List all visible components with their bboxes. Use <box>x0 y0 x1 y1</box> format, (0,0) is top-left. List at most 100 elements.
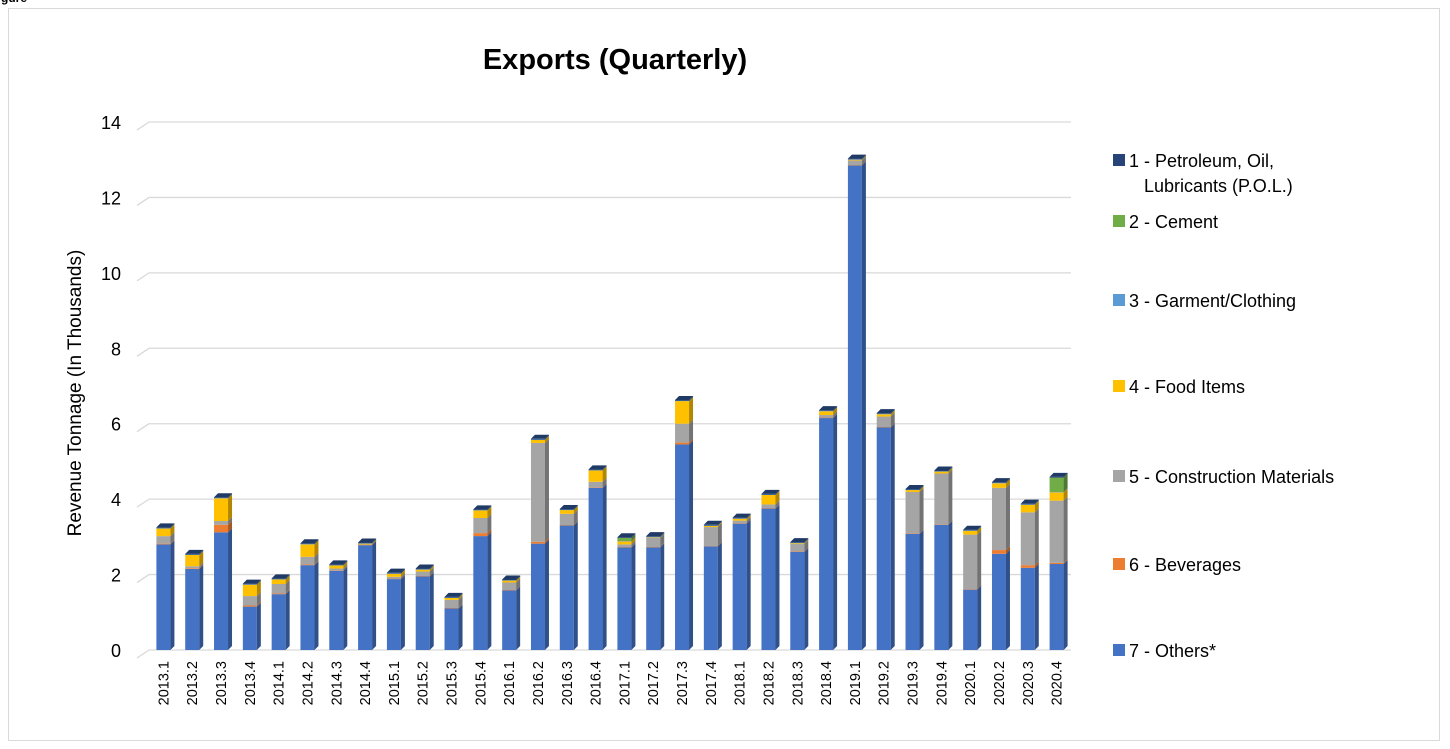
bar-stack <box>1049 472 1068 650</box>
bar-segment <box>905 491 920 534</box>
bar-stack <box>444 592 463 650</box>
legend-item: 4 - Food Items <box>1113 377 1245 397</box>
bar-top <box>358 538 377 543</box>
bar-segment <box>732 523 747 524</box>
legend-item: 7 - Others* <box>1113 641 1216 661</box>
bar-segment <box>761 504 776 509</box>
bar-segment <box>386 578 401 580</box>
bar-segment <box>473 536 488 650</box>
bar-segment <box>530 543 545 650</box>
bar-segment <box>963 589 978 590</box>
bar-segment <box>963 534 978 590</box>
bar-stack <box>934 466 953 650</box>
bar-stack <box>1020 499 1039 650</box>
bar-segment-side <box>775 489 780 495</box>
bar-segment-side <box>573 506 578 514</box>
bar-segment <box>415 575 430 577</box>
x-tick-label: 2015.3 <box>445 661 461 705</box>
bar-segment-side <box>314 560 319 566</box>
bar-segment <box>358 543 373 544</box>
bar-segment <box>473 518 488 534</box>
gridline-depth <box>136 649 150 659</box>
bar-segment-side <box>861 155 866 161</box>
bar-segment <box>386 572 401 574</box>
bar-segment-side <box>199 550 204 567</box>
bar-segment <box>819 410 834 411</box>
bar-segment <box>790 542 805 544</box>
bar-top <box>646 532 665 537</box>
bar-stack <box>703 520 722 650</box>
bar-segment-side <box>631 533 636 542</box>
bar-segment-side <box>689 397 694 424</box>
bar-segment <box>530 442 545 542</box>
bar-segment <box>963 589 978 650</box>
bar-segment <box>819 415 834 418</box>
bar-segment-side <box>285 589 290 595</box>
bar-segment-side <box>372 541 377 650</box>
y-tick-label: 12 <box>101 188 121 208</box>
bar-segment <box>502 579 517 581</box>
bar-segment-side <box>343 561 348 569</box>
bar-segment-side <box>285 574 290 580</box>
bar-segment <box>847 164 862 166</box>
bar-segment-side <box>544 438 549 542</box>
bar-segment <box>386 573 401 577</box>
bar-stack <box>876 409 895 650</box>
bar-segment <box>991 483 1006 488</box>
x-tick-label: 2015.2 <box>416 661 432 705</box>
x-tick-label: 2013.2 <box>185 661 201 705</box>
bar-segment-side <box>1063 473 1068 492</box>
bar-segment <box>761 493 776 495</box>
bar-stack <box>991 478 1010 650</box>
bar-segment-side <box>689 395 694 401</box>
bar-segment <box>1020 504 1035 505</box>
bar-segment-side <box>833 411 838 418</box>
bar-segment-side <box>458 593 463 600</box>
bar-segment-side <box>170 523 175 529</box>
bar-segment <box>156 544 171 650</box>
bar-segment <box>732 520 747 524</box>
bar-segment <box>675 400 690 402</box>
bar-segment <box>502 589 517 591</box>
bar-segment <box>934 524 949 650</box>
bar-segment <box>934 473 949 525</box>
y-axis-label: Revenue Tonnage (In Thousands) <box>65 250 86 537</box>
bar-segment <box>415 568 430 570</box>
bar-segment-side <box>717 523 722 546</box>
bar-top <box>934 466 953 471</box>
bar-segment <box>761 494 776 495</box>
bar-segment <box>819 410 834 412</box>
y-tick-label: 14 <box>101 113 121 133</box>
bar-segment <box>790 542 805 543</box>
bar-segment <box>386 576 401 579</box>
bar-segment <box>358 545 373 650</box>
bar-segment-side <box>314 552 319 565</box>
bar-segment <box>530 438 545 440</box>
legend-item: 6 - Beverages <box>1113 555 1241 575</box>
bar-segment-side <box>1005 483 1010 551</box>
bar-segment <box>847 165 862 650</box>
bar-segment-side <box>170 532 175 544</box>
x-tick-label: 2020.3 <box>1021 661 1037 705</box>
bar-segment-side <box>631 533 636 538</box>
y-tick-label: 4 <box>111 490 121 510</box>
bar-segment-side <box>890 423 895 650</box>
x-tick-label: 2016.2 <box>531 661 547 705</box>
bar-segment-side <box>861 156 866 165</box>
bar-segment <box>300 556 315 565</box>
bar-segment-side <box>400 569 405 577</box>
bar-segment <box>242 596 257 606</box>
bar-stack <box>646 532 665 650</box>
bar-segment <box>444 597 459 598</box>
chart-title: Exports (Quarterly) <box>483 44 747 76</box>
bar-segment-side <box>1063 496 1068 563</box>
bar-segment <box>963 530 978 531</box>
bar-segment <box>329 568 344 571</box>
bar-segment <box>156 528 171 537</box>
y-tick-label: 6 <box>111 415 121 435</box>
bar-segment-side <box>717 521 722 528</box>
bar-segment-side <box>170 524 175 537</box>
bar-segment-side <box>602 466 607 482</box>
bar-segment <box>214 497 229 499</box>
bar-segment <box>358 544 373 545</box>
